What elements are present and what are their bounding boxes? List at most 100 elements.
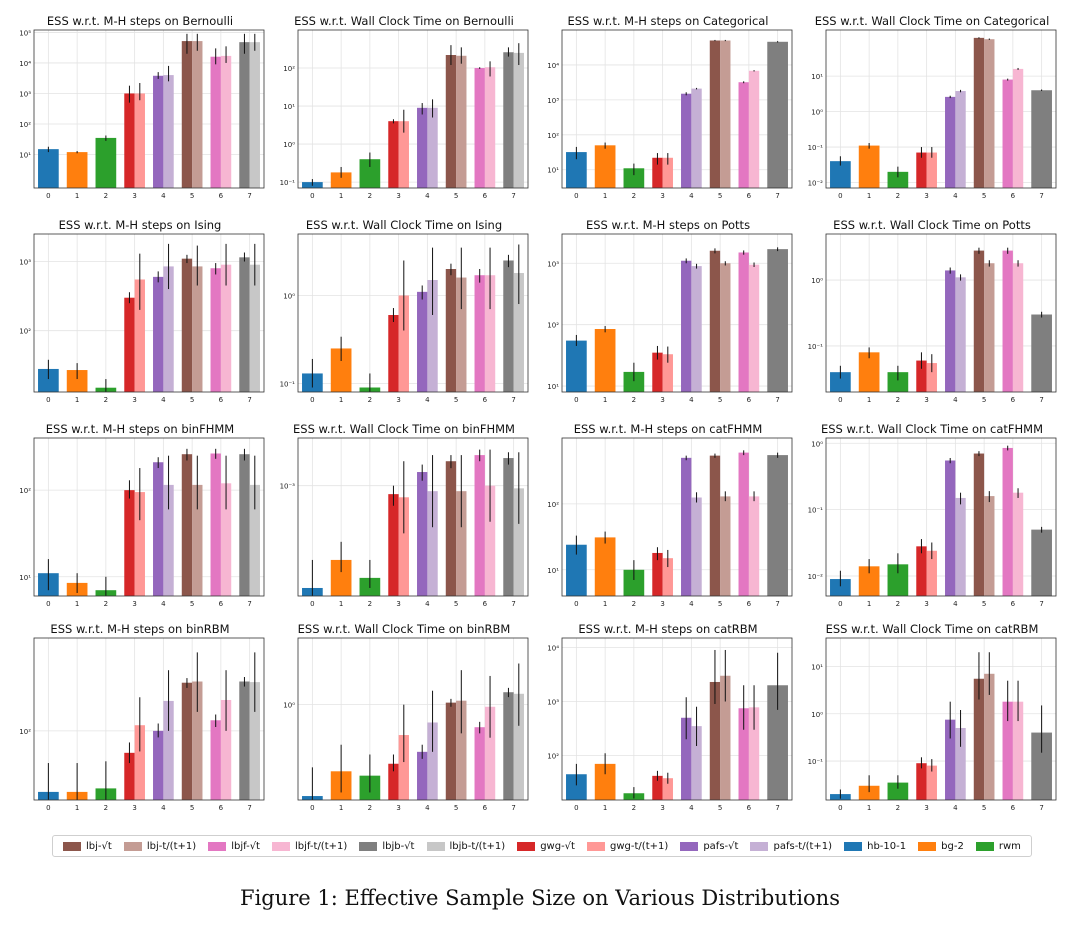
bar (95, 137, 117, 188)
bar (417, 291, 428, 392)
bar (398, 295, 409, 392)
x-tick-label: 6 (483, 804, 488, 812)
bar (566, 340, 587, 392)
x-tick-label: 3 (132, 396, 136, 404)
bar (916, 152, 927, 188)
y-tick-label: 10³ (19, 259, 31, 267)
chart-svg: 10² 10³ 10⁴ 0 1 2 3 4 5 6 7 (547, 637, 793, 812)
x-tick-label: 2 (632, 396, 636, 404)
y-tick-label: 10² (283, 65, 295, 73)
bar (748, 264, 760, 392)
bar (66, 370, 88, 392)
x-tick-label: 0 (46, 192, 50, 200)
axes-frame (33, 233, 265, 393)
x-tick-label: 5 (718, 804, 722, 812)
bar (720, 40, 731, 188)
legend-label: rwm (998, 840, 1021, 852)
bar (153, 75, 164, 188)
x-tick-label: 4 (953, 600, 958, 608)
x-tick-label: 3 (660, 804, 664, 812)
x-tick-label: 4 (689, 600, 694, 608)
bar (926, 550, 937, 596)
x-tick-label: 7 (247, 396, 251, 404)
legend-swatch (123, 841, 142, 851)
bar (566, 544, 587, 596)
legend-swatch (975, 841, 994, 851)
bar (124, 297, 135, 392)
x-tick-label: 4 (689, 192, 694, 200)
x-tick-label: 0 (46, 804, 50, 812)
bar (720, 496, 731, 596)
chart-title: ESS w.r.t. Wall Clock Time on binFHMM (293, 422, 515, 436)
x-tick-label: 2 (104, 804, 108, 812)
bar (484, 275, 496, 392)
chart-svg: 10² 0 1 2 3 4 5 6 7 (19, 637, 265, 812)
y-tick-label: 10² (19, 328, 31, 336)
bar (330, 172, 352, 188)
bar (239, 681, 250, 800)
bar (830, 372, 851, 392)
bar (623, 371, 645, 392)
y-tick-label: 10² (547, 753, 559, 761)
bar (984, 673, 995, 800)
bar (681, 717, 692, 800)
y-tick-label: 10⁴ (547, 62, 559, 70)
bar (887, 372, 909, 392)
y-tick-label: 10⁻² (808, 573, 824, 581)
x-tick-label: 7 (775, 600, 779, 608)
bar (955, 727, 966, 800)
x-tick-label: 2 (368, 804, 372, 812)
axes-frame (561, 233, 793, 393)
x-tick-label: 1 (603, 804, 607, 812)
x-tick-label: 6 (219, 396, 224, 404)
y-tick-label: 10⁻³ (280, 483, 296, 491)
bar (594, 329, 616, 392)
bar (623, 168, 645, 188)
bar (945, 270, 956, 392)
bar (681, 93, 692, 188)
bar (239, 454, 250, 596)
bar (153, 730, 164, 800)
legend-swatch (272, 841, 291, 851)
y-tick-label: 10⁵ (19, 29, 31, 37)
legend-item: rwm (975, 840, 1021, 852)
chart-title: ESS w.r.t. Wall Clock Time on catRBM (825, 622, 1039, 636)
x-tick-label: 7 (1039, 804, 1043, 812)
bar (926, 363, 937, 392)
bar (973, 453, 985, 596)
x-tick-label: 3 (924, 600, 928, 608)
x-tick-label: 0 (574, 804, 578, 812)
x-tick-label: 5 (454, 192, 458, 200)
chart-title: ESS w.r.t. M-H steps on Potts (585, 218, 751, 232)
bar (681, 457, 692, 596)
bar (1002, 701, 1013, 800)
x-tick-label: 2 (104, 396, 108, 404)
bar (1002, 79, 1013, 188)
bar (513, 693, 524, 800)
legend-swatch (918, 841, 937, 851)
bar (456, 277, 467, 392)
x-tick-label: 4 (425, 396, 430, 404)
bar (830, 161, 851, 188)
x-tick-label: 5 (982, 600, 986, 608)
legend-item: lbj-t/(t+1) (123, 841, 196, 852)
legend-item: gwg-t/(t+1) (587, 841, 668, 852)
y-tick-label: 10¹ (811, 663, 823, 671)
x-tick-label: 1 (867, 396, 871, 404)
bar (973, 678, 985, 800)
chart-svg: 10⁻¹ 10⁰ 10¹ 10² 0 1 2 3 4 5 6 7 (280, 29, 529, 200)
y-tick-label: 10² (547, 501, 559, 509)
y-tick-label: 10¹ (547, 383, 559, 391)
bar (858, 566, 880, 596)
chart-panel: ESS w.r.t. Wall Clock Time on catFHMM 10⁻… (800, 422, 1064, 612)
legend-swatch (426, 841, 445, 851)
y-tick-label: 10³ (547, 699, 559, 707)
legend-item: lbjf-t/(t+1) (272, 841, 347, 852)
y-tick-label: 10² (19, 121, 31, 129)
bar (887, 171, 909, 188)
axes-frame (33, 437, 265, 597)
bar (858, 352, 880, 392)
x-tick-label: 5 (982, 396, 986, 404)
x-tick-label: 6 (1011, 396, 1016, 404)
chart-svg: 10⁻² 10⁻¹ 10⁰ 10¹ 0 1 2 3 4 5 6 7 (808, 29, 1057, 200)
